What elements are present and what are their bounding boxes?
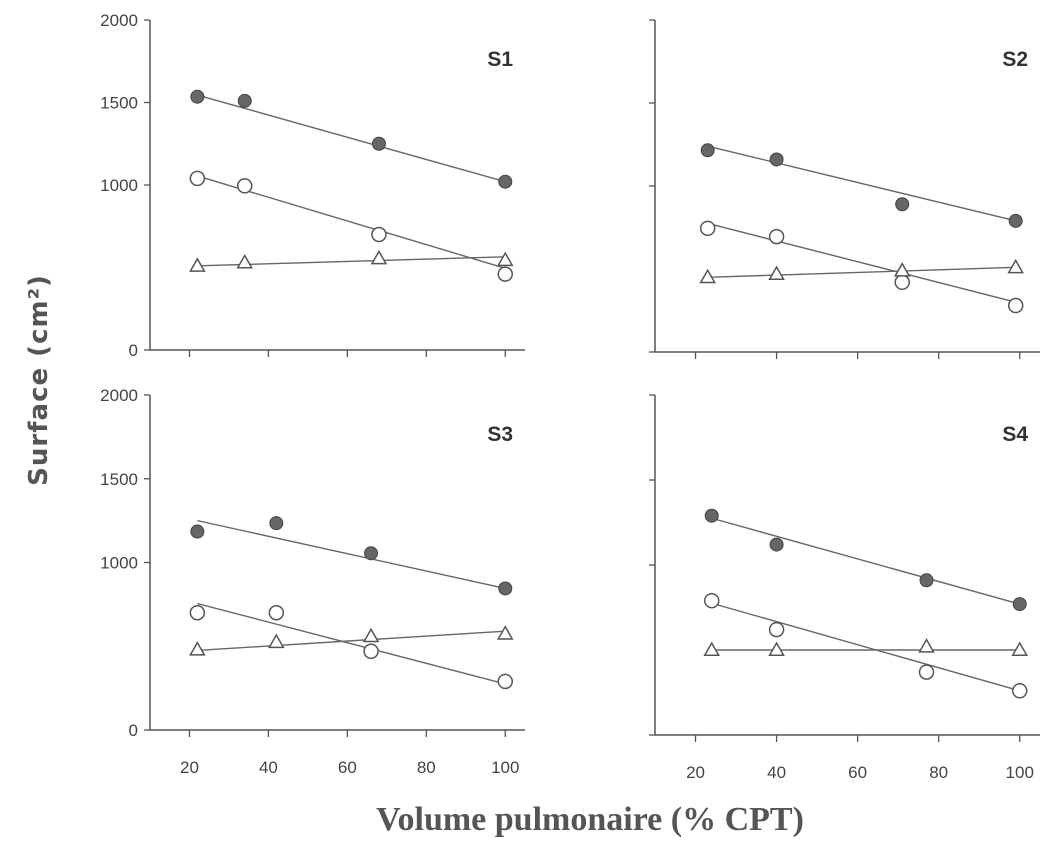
data-point-open-triangle [699, 268, 716, 284]
data-point-open-circle [1007, 297, 1024, 314]
series-open-triangle [189, 625, 514, 656]
data-point-open-circle [363, 643, 379, 660]
fit-line [197, 519, 506, 590]
fit-line [711, 602, 1020, 692]
x-tick-label: 80 [417, 758, 436, 777]
data-point-open-circle [918, 664, 935, 680]
data-point-filled-circle [919, 573, 934, 588]
data-point-open-triangle [189, 257, 206, 272]
y-tick-label: 1000 [100, 176, 138, 195]
data-point-open-circle [497, 673, 514, 690]
fit-line [707, 222, 1016, 303]
series-open-circle [189, 602, 514, 690]
series-filled-circle [190, 516, 513, 596]
y-tick-label: 1000 [100, 554, 138, 573]
data-point-filled-circle [371, 136, 386, 151]
data-point-open-triangle [236, 254, 254, 269]
panel-2: S2 [649, 19, 1040, 359]
data-point-open-circle [768, 621, 785, 638]
x-tick-label: 80 [929, 763, 948, 782]
data-point-open-triangle [768, 641, 785, 656]
y-tick-label: 0 [129, 721, 138, 740]
x-tick-label: 100 [1006, 763, 1034, 782]
panels: 0 1000 1500 2000 S1 S2 0 1000 1500 2000 20 40 60 80 10… [100, 11, 1040, 782]
data-point-open-circle [894, 274, 910, 291]
fit-line [197, 630, 506, 652]
panel-4: 20 40 60 80 100 S4 [649, 394, 1040, 782]
x-tick-label: 100 [491, 758, 519, 777]
series-open-circle [703, 592, 1028, 699]
panel-3: 0 1000 1500 2000 20 40 60 80 100 S3 [100, 386, 525, 777]
data-point-open-circle [699, 220, 716, 237]
data-point-open-triangle [703, 641, 721, 656]
x-tick-label: 60 [338, 758, 357, 777]
fit-line [197, 602, 506, 685]
data-point-filled-circle [769, 152, 784, 167]
data-point-filled-circle [190, 89, 205, 104]
data-point-filled-circle [704, 508, 719, 523]
fit-line [707, 145, 1016, 222]
data-point-filled-circle [895, 197, 910, 212]
data-point-open-triangle [370, 249, 388, 265]
data-point-open-triangle [893, 262, 911, 277]
data-point-filled-circle [237, 93, 252, 108]
data-point-open-triangle [1011, 641, 1029, 656]
fit-line [197, 94, 506, 183]
data-point-filled-circle [1012, 597, 1027, 612]
data-point-open-triangle [496, 625, 514, 640]
data-point-open-triangle [496, 251, 514, 267]
data-point-filled-circle [1008, 213, 1023, 228]
data-point-open-circle [268, 605, 285, 621]
x-tick-label: 40 [259, 758, 278, 777]
y-tick-label: 2000 [100, 386, 138, 405]
y-tick-label: 1500 [100, 470, 138, 489]
data-point-open-triangle [362, 627, 380, 643]
series-open-triangle [189, 249, 514, 272]
data-point-open-triangle [768, 265, 785, 280]
x-tick-label: 60 [848, 763, 867, 782]
panel-1: 0 1000 1500 2000 S1 [100, 11, 525, 360]
data-point-filled-circle [769, 537, 784, 552]
data-point-open-circle [371, 226, 387, 243]
x-axis-label: Volume pulmonaire (% CPT) [376, 801, 804, 838]
series-open-circle [189, 170, 514, 282]
x-tick-label: 20 [686, 763, 705, 782]
series-open-circle [699, 220, 1024, 314]
series-open-triangle [699, 258, 1024, 284]
fit-line [711, 517, 1020, 605]
data-point-open-triangle [1007, 258, 1024, 274]
series-filled-circle [704, 508, 1027, 612]
x-tick-label: 20 [180, 758, 199, 777]
series-open-triangle [703, 638, 1029, 656]
panel-title: S4 [1002, 423, 1028, 446]
data-point-filled-circle [269, 516, 284, 531]
panel-title: S1 [487, 48, 513, 71]
data-point-open-triangle [189, 641, 206, 656]
data-point-open-triangle [268, 633, 285, 649]
y-tick-label: 1500 [100, 94, 138, 113]
data-point-open-triangle [918, 638, 935, 653]
y-tick-label: 2000 [100, 11, 138, 30]
data-point-open-circle [703, 592, 720, 609]
x-tick-label: 40 [767, 763, 786, 782]
data-point-filled-circle [364, 546, 379, 561]
series-filled-circle [700, 143, 1023, 228]
fit-line [707, 266, 1016, 278]
data-point-filled-circle [190, 524, 205, 539]
series-filled-circle [190, 89, 513, 189]
data-point-open-circle [768, 228, 785, 245]
data-point-open-circle [189, 170, 206, 187]
panel-title: S3 [487, 423, 513, 446]
panel-title: S2 [1002, 48, 1028, 71]
y-tick-label: 0 [129, 341, 138, 360]
data-point-open-circle [236, 178, 253, 194]
data-point-open-circle [189, 605, 206, 621]
data-point-filled-circle [498, 581, 513, 596]
y-axis-label: Surface (cm²) [24, 274, 54, 486]
data-point-open-circle [497, 266, 514, 282]
data-point-filled-circle [498, 174, 513, 189]
data-point-open-circle [1011, 683, 1028, 699]
data-point-filled-circle [700, 143, 715, 158]
